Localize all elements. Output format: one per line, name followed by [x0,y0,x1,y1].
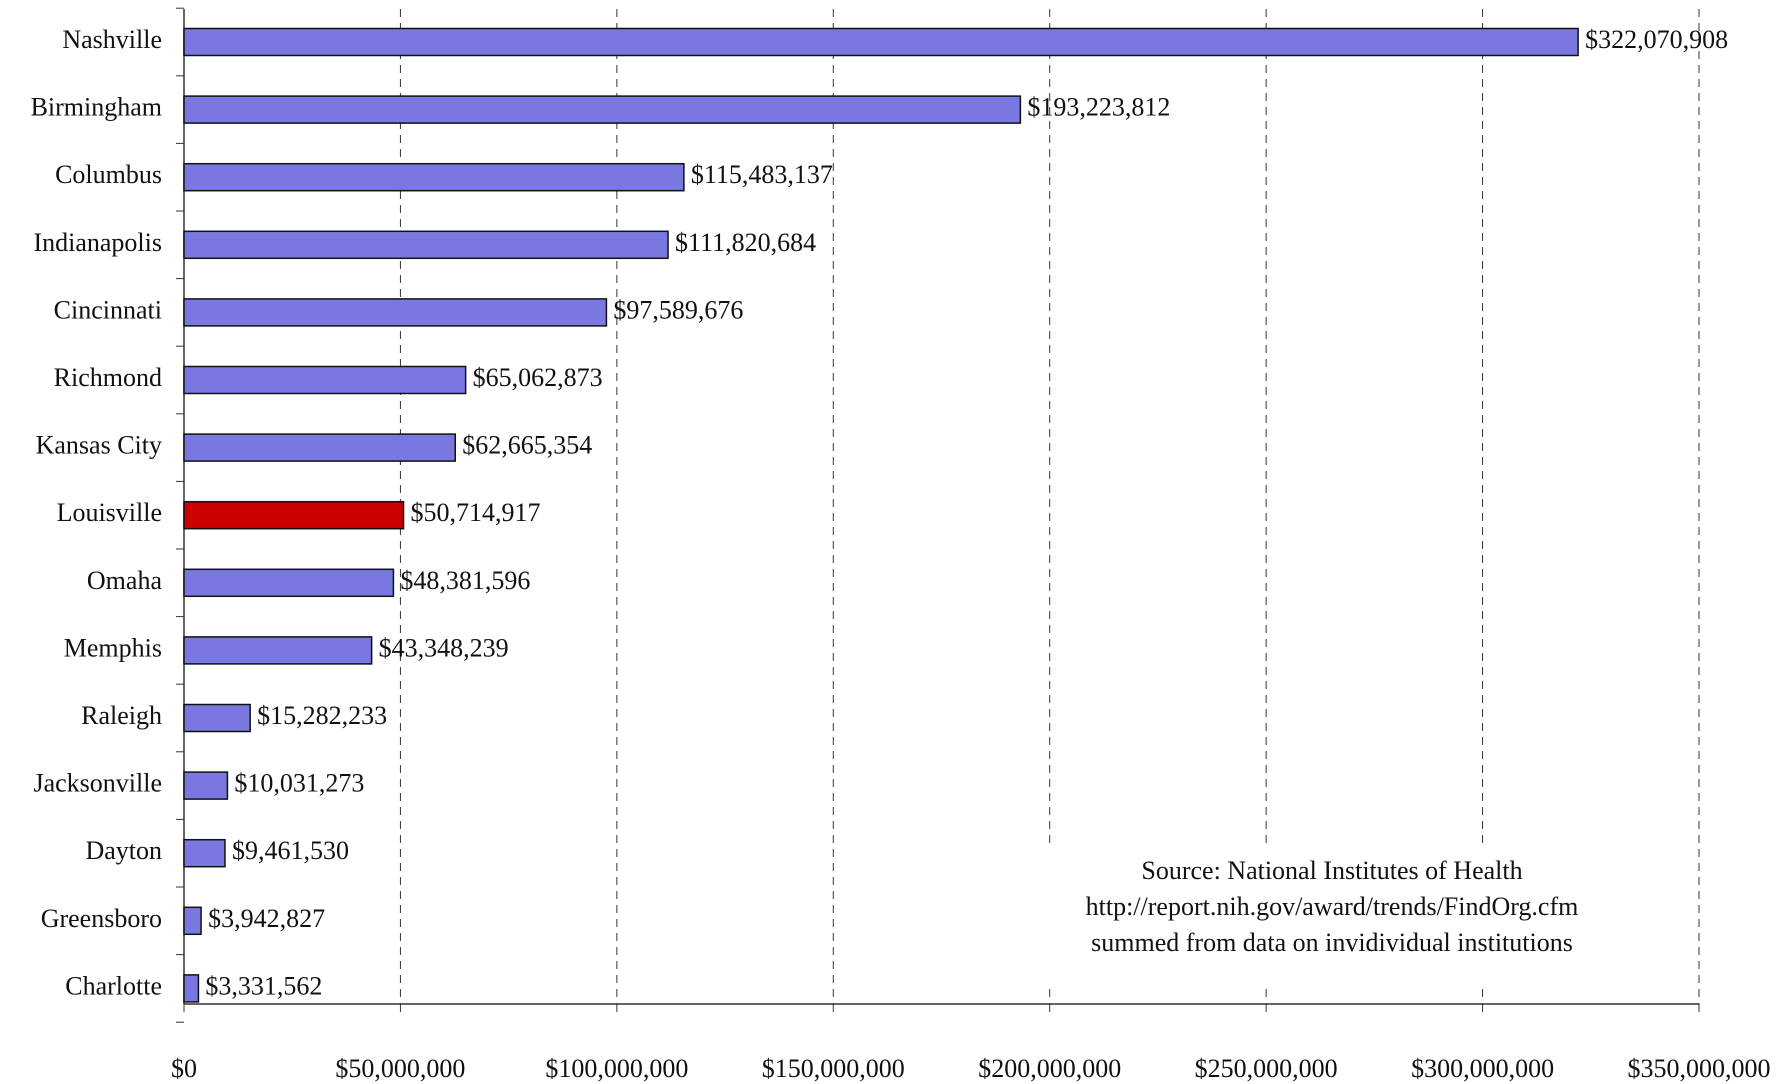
value-label: $97,589,676 [613,295,743,324]
annotation-box [1045,845,1630,985]
value-label: $50,714,917 [411,498,541,527]
value-label: $43,348,239 [379,633,509,662]
value-label: $3,331,562 [205,971,322,1000]
value-label: $3,942,827 [208,904,325,933]
y-tick-label: Nashville [62,25,162,54]
y-tick-label: Richmond [54,363,162,392]
y-tick-label: Louisville [57,498,162,527]
x-tick-label: $0 [171,1054,197,1083]
y-tick-label: Kansas City [36,431,162,460]
value-label: $10,031,273 [234,769,364,798]
bar [183,500,405,530]
bar [183,95,1022,124]
y-tick-label: Memphis [64,633,162,662]
value-label: $65,062,873 [473,363,603,392]
bar [183,365,467,395]
y-tick-label: Omaha [87,566,163,595]
bar [183,230,669,260]
y-tick-label: Charlotte [65,971,162,1000]
bar [183,27,1579,57]
bar [183,433,457,462]
x-tick-label: $100,000,000 [545,1054,688,1083]
x-tick-label: $50,000,000 [335,1054,465,1083]
bar [183,771,229,800]
x-tick-label: $250,000,000 [1195,1054,1338,1083]
bar [183,162,685,192]
bar [183,568,395,598]
annotation: Source: National Institutes of Health [1141,856,1522,885]
y-tick-label: Greensboro [41,904,162,933]
y-tick-label: Raleigh [81,701,162,730]
y-tick-label: Birmingham [31,93,162,122]
bar [183,703,251,733]
value-label: $9,461,530 [232,836,349,865]
x-tick-label: $200,000,000 [978,1054,1121,1083]
x-tick-label: $150,000,000 [762,1054,905,1083]
bar [183,298,608,327]
value-label: $322,070,908 [1585,25,1728,54]
y-tick-label: Cincinnati [54,295,162,324]
value-label: $48,381,596 [400,566,530,595]
y-tick-label: Indianapolis [33,228,162,257]
y-tick-label: Jacksonville [33,769,162,798]
annotation: http://report.nih.gov/award/trends/FindO… [1086,892,1579,921]
bar [183,906,202,936]
value-label: $111,820,684 [675,228,816,257]
value-label: $115,483,137 [691,160,833,189]
x-tick-label: $350,000,000 [1628,1054,1771,1083]
y-tick-label: Dayton [85,836,162,865]
value-label: $15,282,233 [257,701,387,730]
value-label: $62,665,354 [462,431,592,460]
bar [183,838,226,868]
annotation: summed from data on invidividual institu… [1091,928,1573,957]
y-tick-label: Columbus [55,160,162,189]
bar [183,974,200,1003]
value-label: $193,223,812 [1027,93,1170,122]
bar [183,636,373,665]
x-tick-label: $300,000,000 [1411,1054,1554,1083]
